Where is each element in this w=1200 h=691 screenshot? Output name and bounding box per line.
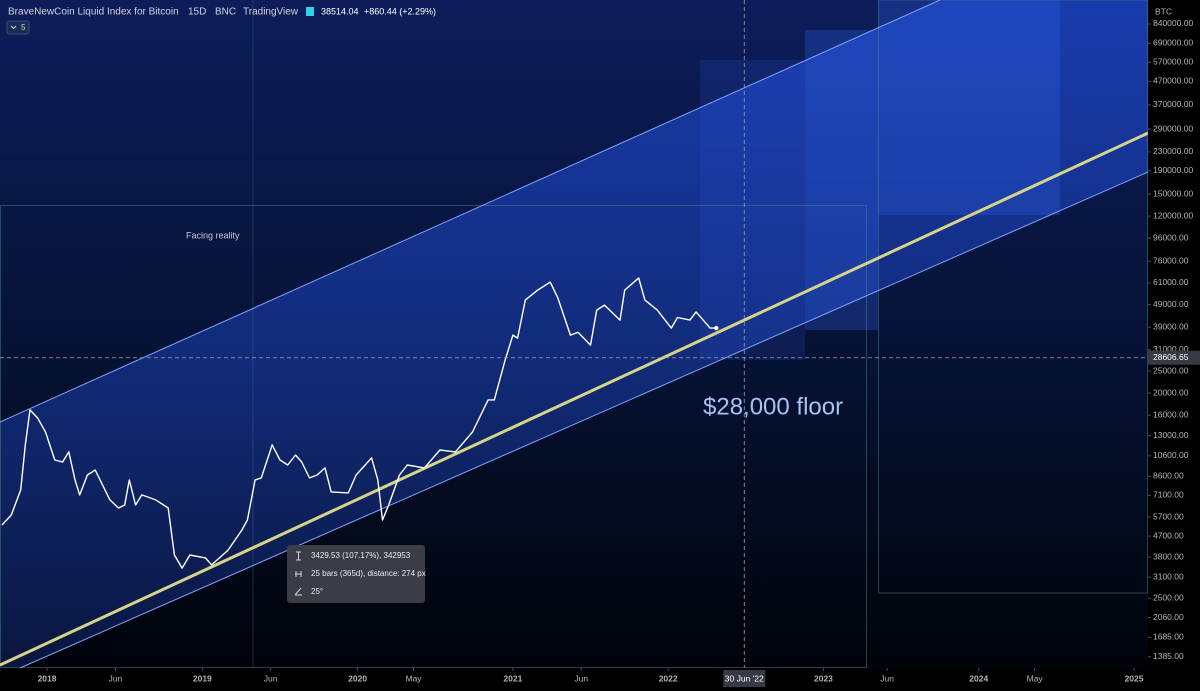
y-tick-label: 2060.00: [1153, 612, 1184, 622]
y-tick-label: 39000.00: [1153, 321, 1189, 331]
y-tick-label: 31000.00: [1153, 344, 1189, 354]
x-tick-label: May: [405, 673, 422, 683]
y-tick-label: 570000.00: [1153, 57, 1193, 67]
y-tick-label: 470000.00: [1153, 76, 1193, 86]
y-tick-label: 25000.00: [1153, 365, 1189, 375]
y-tick-label: 8600.00: [1153, 471, 1184, 481]
source: TradingView: [243, 7, 299, 18]
y-tick-label: 3100.00: [1153, 571, 1184, 581]
y-tick-label: 13000.00: [1153, 430, 1189, 440]
x-tick-label: Jun: [264, 673, 278, 683]
x-tick-label: 2022: [659, 673, 678, 683]
y-tick-label: 370000.00: [1153, 99, 1193, 109]
price-line: [1, 277, 717, 569]
status-icon: [306, 7, 314, 16]
x-tick-label: 2018: [38, 673, 57, 683]
x-tick-label: Jun: [109, 673, 123, 683]
x-tick-label: 2024: [969, 673, 988, 683]
tooltip-bars: 25 bars (365d), distance: 274 px: [311, 569, 426, 578]
floor-label: $28,000 floor: [703, 393, 843, 420]
x-tick-label: Jun: [574, 673, 588, 683]
time-axis: [0, 668, 1148, 691]
y-tick-label: 20000.00: [1153, 387, 1189, 397]
x-tick-label: 2023: [814, 673, 833, 683]
price-change: +860.44 (+2.29%): [364, 6, 436, 16]
y-tick-label: 10600.00: [1153, 450, 1189, 460]
y-tick-label: 16000.00: [1153, 409, 1189, 419]
y-tick-label: 1385.00: [1153, 651, 1184, 661]
x-tick-label: 2020: [348, 673, 367, 683]
currency[interactable]: BTC: [1155, 6, 1172, 16]
measure-tooltip: 3429.53 (107.17%), 342953 25 bars (365d)…: [287, 545, 426, 603]
indicators-count[interactable]: 5: [21, 23, 26, 32]
x-tick-label: Jun: [880, 673, 894, 683]
crosshair-y-label: 28606.65: [1153, 352, 1189, 362]
y-tick-label: 49000.00: [1153, 299, 1189, 309]
symbol-title: BraveNewCoin Liquid Index for Bitcoin: [8, 7, 179, 18]
chevron: [10, 25, 17, 30]
y-tick-label: 61000.00: [1153, 277, 1189, 287]
y-tick-label: 76000.00: [1153, 256, 1189, 266]
crosshair-x-box: [723, 670, 766, 687]
y-tick-label: 3800.00: [1153, 551, 1184, 561]
x-tick-label: 2025: [1125, 673, 1144, 683]
zone: [878, 0, 1060, 215]
y-tick-label: 5700.00: [1153, 511, 1184, 521]
y-tick-label: 230000.00: [1153, 146, 1193, 156]
trend-line: [0, 131, 1149, 667]
y-tick-label: 4700.00: [1153, 530, 1184, 540]
y-tick-label: 190000.00: [1153, 165, 1193, 175]
exchange: BNC: [215, 7, 236, 18]
y-tick-label: 120000.00: [1153, 210, 1193, 220]
tooltip-box: [287, 545, 425, 603]
range-box: [878, 0, 1148, 594]
interval[interactable]: 15D: [188, 7, 206, 18]
y-tick-label: 2500.00: [1153, 593, 1184, 603]
range-box: [0, 205, 867, 668]
x-tick-label: 2021: [503, 673, 522, 683]
note: Facing reality: [186, 230, 240, 240]
zone: [805, 30, 878, 330]
tooltip-angle: 25°: [311, 587, 323, 596]
tooltip-range: 3429.53 (107.17%), 342953: [311, 551, 411, 560]
indicators-toggle[interactable]: [6, 20, 30, 35]
y-tick-label: 1685.00: [1153, 632, 1184, 642]
tooltip-icons: [294, 551, 302, 596]
crosshair-x-label: 30 Jun '22: [725, 673, 764, 683]
last-price: 38514.04: [321, 6, 359, 16]
channel-lower: [19, 171, 1149, 669]
y-tick-label: 7100.00: [1153, 490, 1184, 500]
x-tick-label: 2019: [193, 673, 212, 683]
y-tick-label: 290000.00: [1153, 123, 1193, 133]
y-tick-label: 96000.00: [1153, 232, 1189, 242]
crosshair-y-box: [1148, 350, 1200, 365]
y-tick-label: 840000.00: [1153, 18, 1193, 28]
price-axis: [1148, 0, 1200, 691]
zone: [700, 60, 805, 360]
last-point: [714, 325, 719, 331]
y-tick-label: 690000.00: [1153, 38, 1193, 48]
y-tick-label: 150000.00: [1153, 188, 1193, 198]
x-tick-label: May: [1027, 673, 1044, 683]
channel-upper: [0, 0, 941, 423]
